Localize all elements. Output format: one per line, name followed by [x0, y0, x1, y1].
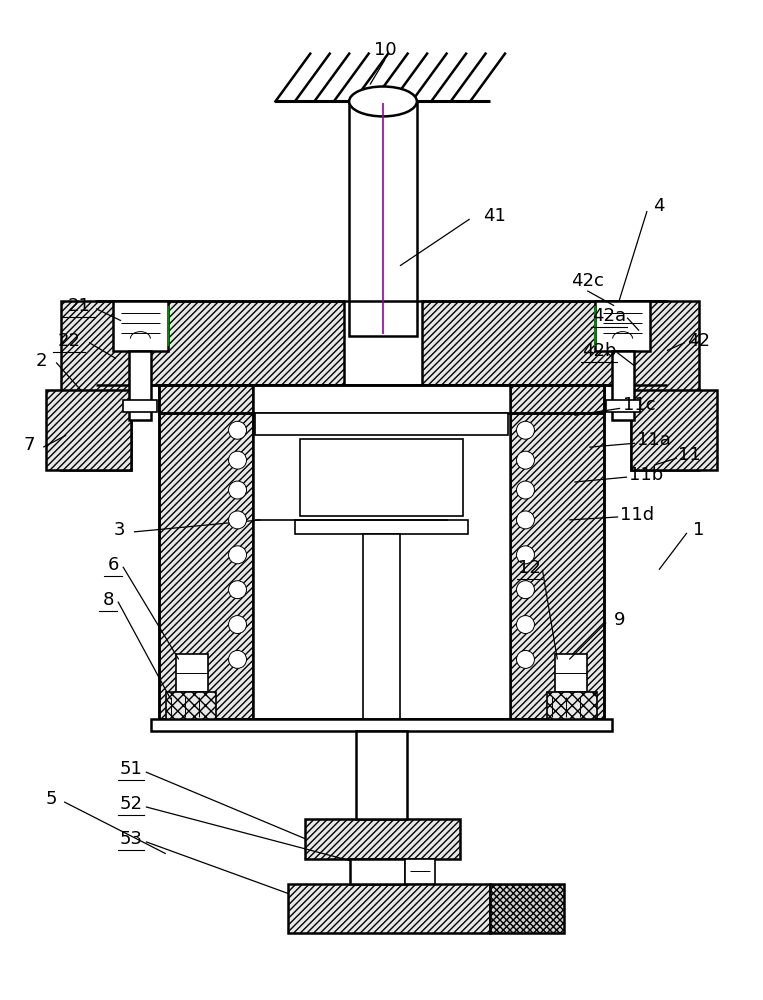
Text: 51: 51: [120, 760, 143, 778]
Ellipse shape: [517, 421, 534, 439]
Bar: [356, 731, 407, 819]
Bar: [256, 413, 507, 435]
Text: 11: 11: [678, 446, 700, 464]
Bar: [612, 351, 633, 420]
Ellipse shape: [229, 421, 246, 439]
Text: 53: 53: [120, 830, 143, 848]
Polygon shape: [96, 301, 344, 385]
Ellipse shape: [229, 511, 246, 529]
Bar: [130, 351, 151, 420]
Bar: [405, 859, 435, 884]
Ellipse shape: [229, 616, 246, 634]
Text: 11d: 11d: [620, 506, 654, 524]
Text: 5: 5: [46, 790, 57, 808]
Polygon shape: [61, 301, 131, 470]
Ellipse shape: [229, 451, 246, 469]
Bar: [175, 654, 208, 692]
Ellipse shape: [349, 87, 417, 116]
Ellipse shape: [229, 581, 246, 599]
Bar: [362, 534, 401, 719]
Polygon shape: [490, 884, 565, 933]
Bar: [350, 859, 405, 884]
Text: 7: 7: [24, 436, 35, 454]
Polygon shape: [510, 385, 604, 719]
Polygon shape: [47, 390, 131, 470]
Text: 1: 1: [693, 521, 704, 539]
Polygon shape: [159, 385, 253, 413]
Bar: [113, 301, 168, 351]
Polygon shape: [510, 385, 604, 413]
Text: 52: 52: [120, 795, 143, 813]
Polygon shape: [159, 385, 253, 719]
Bar: [295, 520, 468, 534]
Ellipse shape: [517, 650, 534, 668]
Text: 3: 3: [113, 521, 124, 539]
Bar: [555, 654, 588, 692]
Polygon shape: [631, 301, 699, 470]
Text: 9: 9: [613, 611, 625, 629]
Text: 11c: 11c: [623, 396, 655, 414]
Ellipse shape: [229, 546, 246, 564]
Text: 11b: 11b: [629, 466, 663, 484]
Text: 42a: 42a: [592, 307, 626, 325]
Text: 2: 2: [36, 352, 47, 370]
Text: 41: 41: [483, 207, 506, 225]
Text: 6: 6: [108, 556, 119, 574]
Ellipse shape: [517, 616, 534, 634]
Polygon shape: [260, 435, 503, 520]
Text: 10: 10: [374, 41, 396, 59]
Ellipse shape: [229, 481, 246, 499]
Polygon shape: [631, 390, 716, 470]
Polygon shape: [288, 884, 490, 933]
Text: 42b: 42b: [582, 342, 617, 360]
Bar: [606, 400, 639, 412]
Bar: [151, 719, 612, 731]
Ellipse shape: [229, 650, 246, 668]
Bar: [166, 692, 216, 722]
Text: 12: 12: [518, 559, 541, 577]
Bar: [253, 385, 510, 719]
Bar: [301, 439, 462, 516]
Bar: [595, 301, 650, 351]
Text: 11a: 11a: [637, 431, 671, 449]
Text: 8: 8: [102, 591, 114, 609]
Text: 21: 21: [68, 297, 91, 315]
Ellipse shape: [517, 511, 534, 529]
Polygon shape: [305, 819, 460, 859]
Bar: [124, 400, 157, 412]
Ellipse shape: [517, 451, 534, 469]
Polygon shape: [422, 301, 667, 385]
Ellipse shape: [517, 481, 534, 499]
Bar: [349, 101, 417, 336]
Ellipse shape: [517, 581, 534, 599]
Text: 42: 42: [687, 332, 710, 350]
Ellipse shape: [517, 546, 534, 564]
Text: 22: 22: [58, 332, 81, 350]
Bar: [547, 692, 597, 722]
Text: 42c: 42c: [571, 272, 604, 290]
Text: 4: 4: [653, 197, 665, 215]
